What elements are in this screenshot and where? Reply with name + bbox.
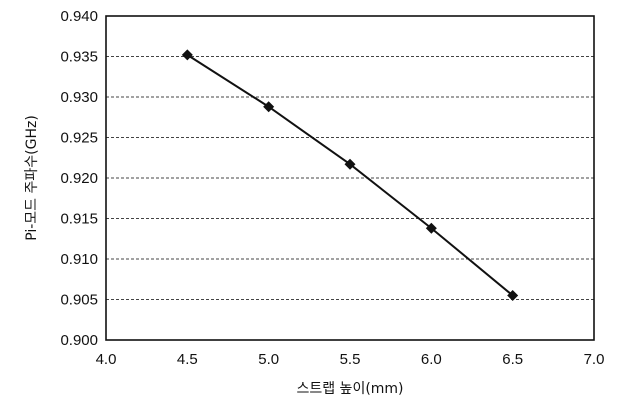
x-tick-label: 6.5 <box>502 351 523 368</box>
x-tick-label: 5.5 <box>340 351 361 368</box>
plot-area <box>105 15 595 341</box>
data-point <box>263 101 275 113</box>
y-tick-label: 0.930 <box>60 89 98 106</box>
series-layer <box>181 49 519 301</box>
data-point <box>344 158 356 170</box>
y-tick-label: 0.925 <box>60 130 98 147</box>
y-tick-label: 0.915 <box>60 211 98 228</box>
y-tick-label: 0.935 <box>60 49 98 66</box>
data-point <box>425 222 437 234</box>
x-tick-label: 4.5 <box>177 351 198 368</box>
y-axis-title: Pi-모드 주파수(GHz) <box>24 115 40 241</box>
y-tick-label: 0.910 <box>60 251 98 268</box>
x-tick-label: 7.0 <box>584 351 605 368</box>
y-axis-tick-labels: 0.900 0.905 0.910 0.915 0.920 0.925 0.930 0.935… <box>60 8 98 349</box>
data-point <box>507 289 519 301</box>
x-tick-label: 6.0 <box>421 351 442 368</box>
x-axis-tick-labels: 4.0 4.5 5.0 5.5 6.0 6.5 7.0 <box>96 351 605 368</box>
y-tick-label: 0.940 <box>60 8 98 25</box>
y-tick-label: 0.900 <box>60 332 98 349</box>
grid-lines <box>106 56 594 300</box>
x-axis-title: 스트랩 높이(mm) <box>296 381 403 397</box>
y-tick-label: 0.905 <box>60 292 98 309</box>
y-tick-label: 0.920 <box>60 170 98 187</box>
x-tick-label: 5.0 <box>258 351 279 368</box>
x-tick-label: 4.0 <box>96 351 117 368</box>
data-point <box>181 49 193 61</box>
